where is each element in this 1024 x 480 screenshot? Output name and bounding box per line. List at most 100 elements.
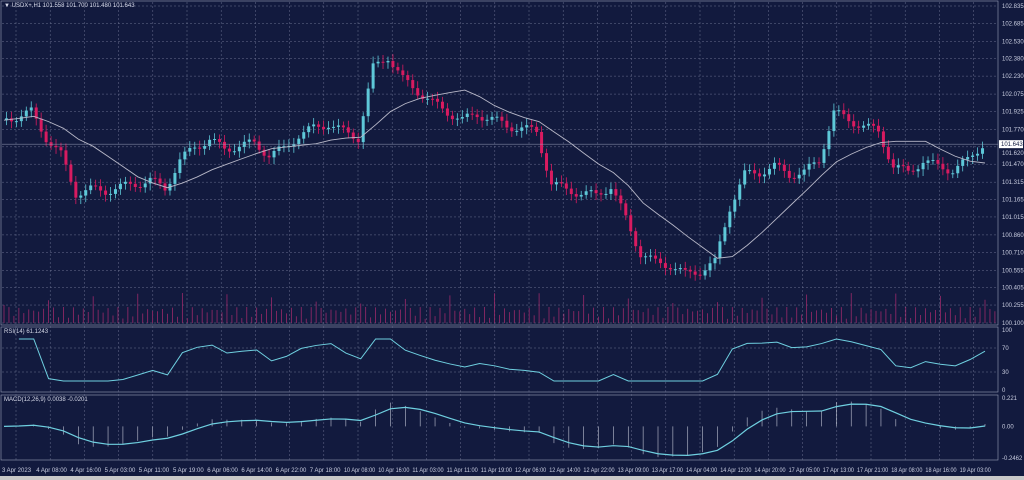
collapse-triangle-icon[interactable]: ▼ xyxy=(4,3,12,9)
candle-bull xyxy=(827,131,831,150)
candle-bear xyxy=(381,61,385,63)
macd-signal-line xyxy=(3,403,986,456)
candle-bull xyxy=(232,151,236,153)
x-tick-label: 17 Apr 13:00 xyxy=(823,468,855,474)
x-tick-label: 13 Apr 09:00 xyxy=(618,468,650,474)
candle-bear xyxy=(351,132,355,139)
candle-bull xyxy=(495,116,499,118)
x-tick-label: 13 Apr 17:00 xyxy=(652,468,684,474)
candle-bull xyxy=(292,144,296,146)
candle-bear xyxy=(257,141,261,150)
x-tick-label: 5 Apr 03:00 xyxy=(105,468,136,474)
candle-bull xyxy=(966,157,970,160)
macd-tick-label: 0.221 xyxy=(1002,396,1018,402)
candle-bear xyxy=(619,195,623,204)
candle-bear xyxy=(391,61,395,68)
candle-bear xyxy=(946,169,950,174)
candle-bull xyxy=(109,193,113,195)
candle-bull xyxy=(971,155,975,158)
x-tick-label: 10 Apr 08:00 xyxy=(344,468,376,474)
candle-bear xyxy=(540,131,544,154)
x-tick-label: 14 Apr 12:00 xyxy=(720,468,752,474)
candle-bear xyxy=(341,125,345,128)
current-price-tag xyxy=(999,140,1023,149)
ohlc-values: 101.558 101.700 101.480 101.643 xyxy=(42,3,135,9)
candle-bull xyxy=(19,116,23,122)
x-tick-label: 17 Apr 21:00 xyxy=(857,468,889,474)
candle-bear xyxy=(574,194,578,197)
candle-bear xyxy=(356,138,360,143)
candle-bull xyxy=(465,113,469,117)
candle-bear xyxy=(936,159,940,164)
candle-bear xyxy=(564,183,568,189)
candle-bear xyxy=(158,178,162,184)
candle-bull xyxy=(371,63,375,89)
candle-bear xyxy=(227,148,231,152)
candle-bear xyxy=(817,162,821,164)
candle-bull xyxy=(951,173,955,175)
macd-label: MACD(12,26,9) 0.0038 -0.0201 xyxy=(4,397,88,403)
candle-bull xyxy=(203,146,207,149)
candle-bear xyxy=(34,107,38,119)
candle-bear xyxy=(852,121,856,127)
candle-bull xyxy=(609,189,613,194)
x-tick-label: 4 Apr 16:00 xyxy=(70,468,101,474)
candle-bear xyxy=(559,182,563,184)
candle-bull xyxy=(525,125,529,128)
candle-bear xyxy=(138,186,142,188)
candle-bull xyxy=(708,263,712,271)
candle-bear xyxy=(99,186,103,191)
candle-bear xyxy=(857,126,861,128)
candle-bull xyxy=(767,168,771,175)
candle-bull xyxy=(916,169,920,172)
candle-bear xyxy=(842,110,846,115)
candle-bear xyxy=(104,190,108,195)
candle-bull xyxy=(703,270,707,276)
y-tick-label: 100.710 xyxy=(1002,250,1024,256)
candle-bear xyxy=(792,177,796,179)
candle-bull xyxy=(832,110,836,132)
candle-bear xyxy=(941,163,945,170)
candle-bear xyxy=(396,67,400,71)
candle-bear xyxy=(782,164,786,171)
candle-bull xyxy=(812,162,816,164)
rsi-label: RSI(14) 61.1243 xyxy=(4,329,49,335)
candle-bull xyxy=(584,191,588,195)
candle-bull xyxy=(649,255,653,257)
x-tick-label: 11 Apr 19:00 xyxy=(481,468,513,474)
candle-bull xyxy=(728,211,732,228)
y-tick-label: 100.255 xyxy=(1002,303,1024,309)
candle-bear xyxy=(599,193,603,195)
candle-bull xyxy=(213,139,217,141)
macd-pane-border xyxy=(0,394,999,461)
candle-bear xyxy=(901,165,905,167)
candle-bull xyxy=(604,193,608,195)
y-tick-label: 101.165 xyxy=(1002,198,1024,204)
candle-bull xyxy=(772,162,776,169)
candle-bull xyxy=(89,185,93,191)
candle-bull xyxy=(515,130,519,132)
candle-bear xyxy=(658,258,662,264)
candle-bear xyxy=(480,117,484,121)
candle-bull xyxy=(455,118,459,120)
candle-bear xyxy=(411,80,415,89)
candle-bear xyxy=(654,255,658,259)
candle-bull xyxy=(361,116,365,143)
candle-bull xyxy=(867,123,871,126)
candle-bull xyxy=(426,98,430,100)
candle-bull xyxy=(302,132,306,139)
candle-bear xyxy=(421,95,425,99)
candle-bull xyxy=(307,126,311,133)
candle-bear xyxy=(431,98,435,100)
y-tick-label: 102.380 xyxy=(1002,57,1024,63)
x-tick-label: 6 Apr 14:00 xyxy=(241,468,272,474)
rsi-tick-label: 70 xyxy=(1002,346,1009,352)
candle-bear xyxy=(133,183,137,187)
x-tick-label: 17 Apr 05:00 xyxy=(789,468,821,474)
candle-bear xyxy=(39,118,43,132)
candle-bull xyxy=(79,195,83,198)
x-tick-label: 14 Apr 20:00 xyxy=(754,468,786,474)
candle-bear xyxy=(252,139,256,142)
